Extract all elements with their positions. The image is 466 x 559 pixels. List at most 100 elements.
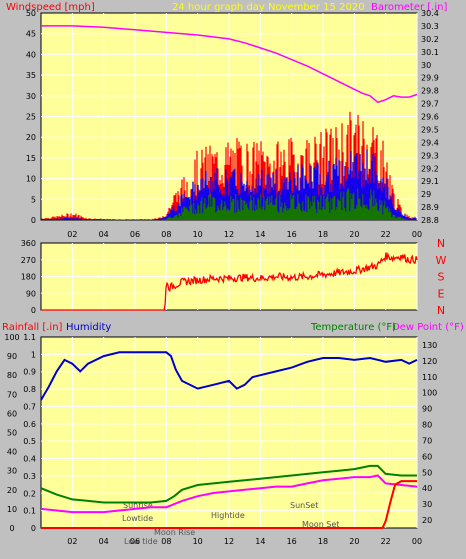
rainfall-y-tick: 0.5 [23,437,36,446]
humidity-y-tick: 10 [7,505,17,514]
wind-x-tick: 04 [99,230,109,239]
temperature-axis-title: Temperature (°F) [310,322,396,333]
barometer-y-tick: 30.2 [421,35,439,44]
rainfall-line [41,480,417,529]
wind-y-tick: 0 [31,216,36,225]
rainfall-y-tick: 0.1 [23,507,36,516]
rainfall-y-tick: 0 [31,524,36,533]
temperature-y-tick: 100 [422,389,437,398]
humidity-y-tick: 100 [4,333,19,342]
direction-y-tick: 0 [31,306,36,315]
dewpoint-line [40,474,418,514]
wind-y-tick: 5 [31,195,36,204]
wind-series [41,111,417,220]
wind-x-tick: 16 [287,230,297,239]
compass-label: E [438,287,445,300]
wind-x-tick: 08 [161,230,171,239]
climate-x-tick: 00 [412,537,422,546]
annotation-moon-set: Moon Set [302,520,339,529]
climate-x-tick: 02 [67,537,77,546]
windspeed-axis-title: Windspeed [mph] [6,2,95,13]
wind-x-tick: 02 [67,230,77,239]
barometer-line [41,25,418,104]
wind-x-tick: 22 [381,230,391,239]
climate-x-tick: 22 [381,537,391,546]
barometer-y-tick: 29.5 [421,125,439,134]
wind-x-tick: 06 [130,230,140,239]
humidity-y-tick: 50 [7,429,17,438]
temperature-y-tick: 120 [422,357,437,366]
direction-y-tick: 360 [21,239,36,248]
wind-x-tick: 12 [224,230,234,239]
wind-y-tick: 35 [26,71,36,80]
humidity-y-tick: 70 [7,390,17,399]
humidity-y-tick: 0 [9,524,14,533]
annotation-low-tide: Low tide [124,537,158,546]
wind-y-tick: 45 [26,30,36,39]
barometer-y-tick: 29.2 [421,164,439,173]
rainfall-y-tick: 0.4 [23,455,36,464]
climate-x-tick: 16 [287,537,297,546]
wind-y-axis: 0 5 10 15 20 25 30 35 40 45 50 [26,9,36,225]
annotation-moon-rise: Moon Rise [154,528,195,537]
wind-x-tick: 14 [255,230,265,239]
barometer-y-axis: 28.8 28.9 29 29.1 29.2 29.3 29.4 29.5 29.6 29.7 29… [421,9,439,225]
rainfall-y-tick: 0.8 [23,385,36,394]
barometer-y-tick: 29.4 [421,138,439,147]
temperature-y-tick: 110 [422,373,437,382]
wind-x-tick: 00 [412,230,422,239]
dewpoint-axis-title: Dew Point (°F) [392,322,464,333]
climate-annotations: Sunrise Lowtide Low tide Moon Rise Hight… [122,501,339,546]
rainfall-y-tick: 1 [31,350,36,359]
direction-y-tick: 90 [26,289,36,298]
humidity-y-tick: 60 [7,409,17,418]
rainfall-y-tick: 0.6 [23,420,36,429]
direction-y-tick: 270 [21,256,36,265]
climate-x-tick: 12 [224,537,234,546]
wind-x-tick: 10 [193,230,203,239]
temperature-y-tick: 80 [422,421,432,430]
humidity-y-tick: 30 [7,467,17,476]
rainfall-y-tick: 0.3 [23,472,36,481]
rainfall-y-tick: 0.7 [23,402,36,411]
wind-x-tick: 20 [349,230,359,239]
rainfall-y-tick: 0.2 [23,489,36,498]
barometer-y-tick: 29.3 [421,151,439,160]
barometer-axis-title: Barometer [.in] [371,2,447,13]
barometer-y-tick: 30.3 [421,22,439,31]
temperature-y-tick: 20 [422,516,432,525]
barometer-y-tick: 30 [421,61,431,70]
wind-x-tick: 18 [318,230,328,239]
wind-y-tick: 25 [26,113,36,122]
climate-x-tick: 06 [130,537,140,546]
annotation-lowtide: Lowtide [122,514,153,523]
climate-x-tick: 18 [318,537,328,546]
temperature-y-tick: 90 [422,405,432,414]
temperature-y-tick: 30 [422,500,432,509]
barometer-y-tick: 29.7 [421,100,439,109]
direction-y-axis: 0 90 180 270 360 [21,239,36,315]
climate-x-tick: 08 [161,537,171,546]
barometer-y-tick: 29.9 [421,74,439,83]
humidity-y-axis: 0 10 20 30 40 50 60 70 80 90 100 [4,333,19,533]
barometer-y-tick: 30.4 [421,9,439,18]
graph-title: 24 hour graph day November 15 2020 [172,2,365,13]
annotation-hightide: Hightide [211,511,245,520]
compass-label: N [437,237,445,250]
rainfall-y-axis: 0 0.1 0.2 0.3 0.4 0.5 0.6 0.7 0.8 0.9 1 1.1 [23,333,36,533]
humidity-y-tick: 40 [7,448,17,457]
humidity-axis-title: Humidity [66,322,111,333]
climate-x-tick: 04 [99,537,109,546]
barometer-y-tick: 29 [421,190,431,199]
temperature-y-tick: 50 [422,468,432,477]
humidity-y-tick: 20 [7,486,17,495]
annotation-sunrise: Sunrise [123,501,153,510]
temperature-y-tick: 70 [422,436,432,445]
compass-label: W [436,254,447,267]
humidity-y-tick: 90 [7,352,17,361]
climate-grid [41,337,418,528]
wind-y-tick: 50 [26,9,36,18]
wind-x-axis: 02 04 06 08 10 12 14 16 18 20 22 00 [67,230,422,239]
